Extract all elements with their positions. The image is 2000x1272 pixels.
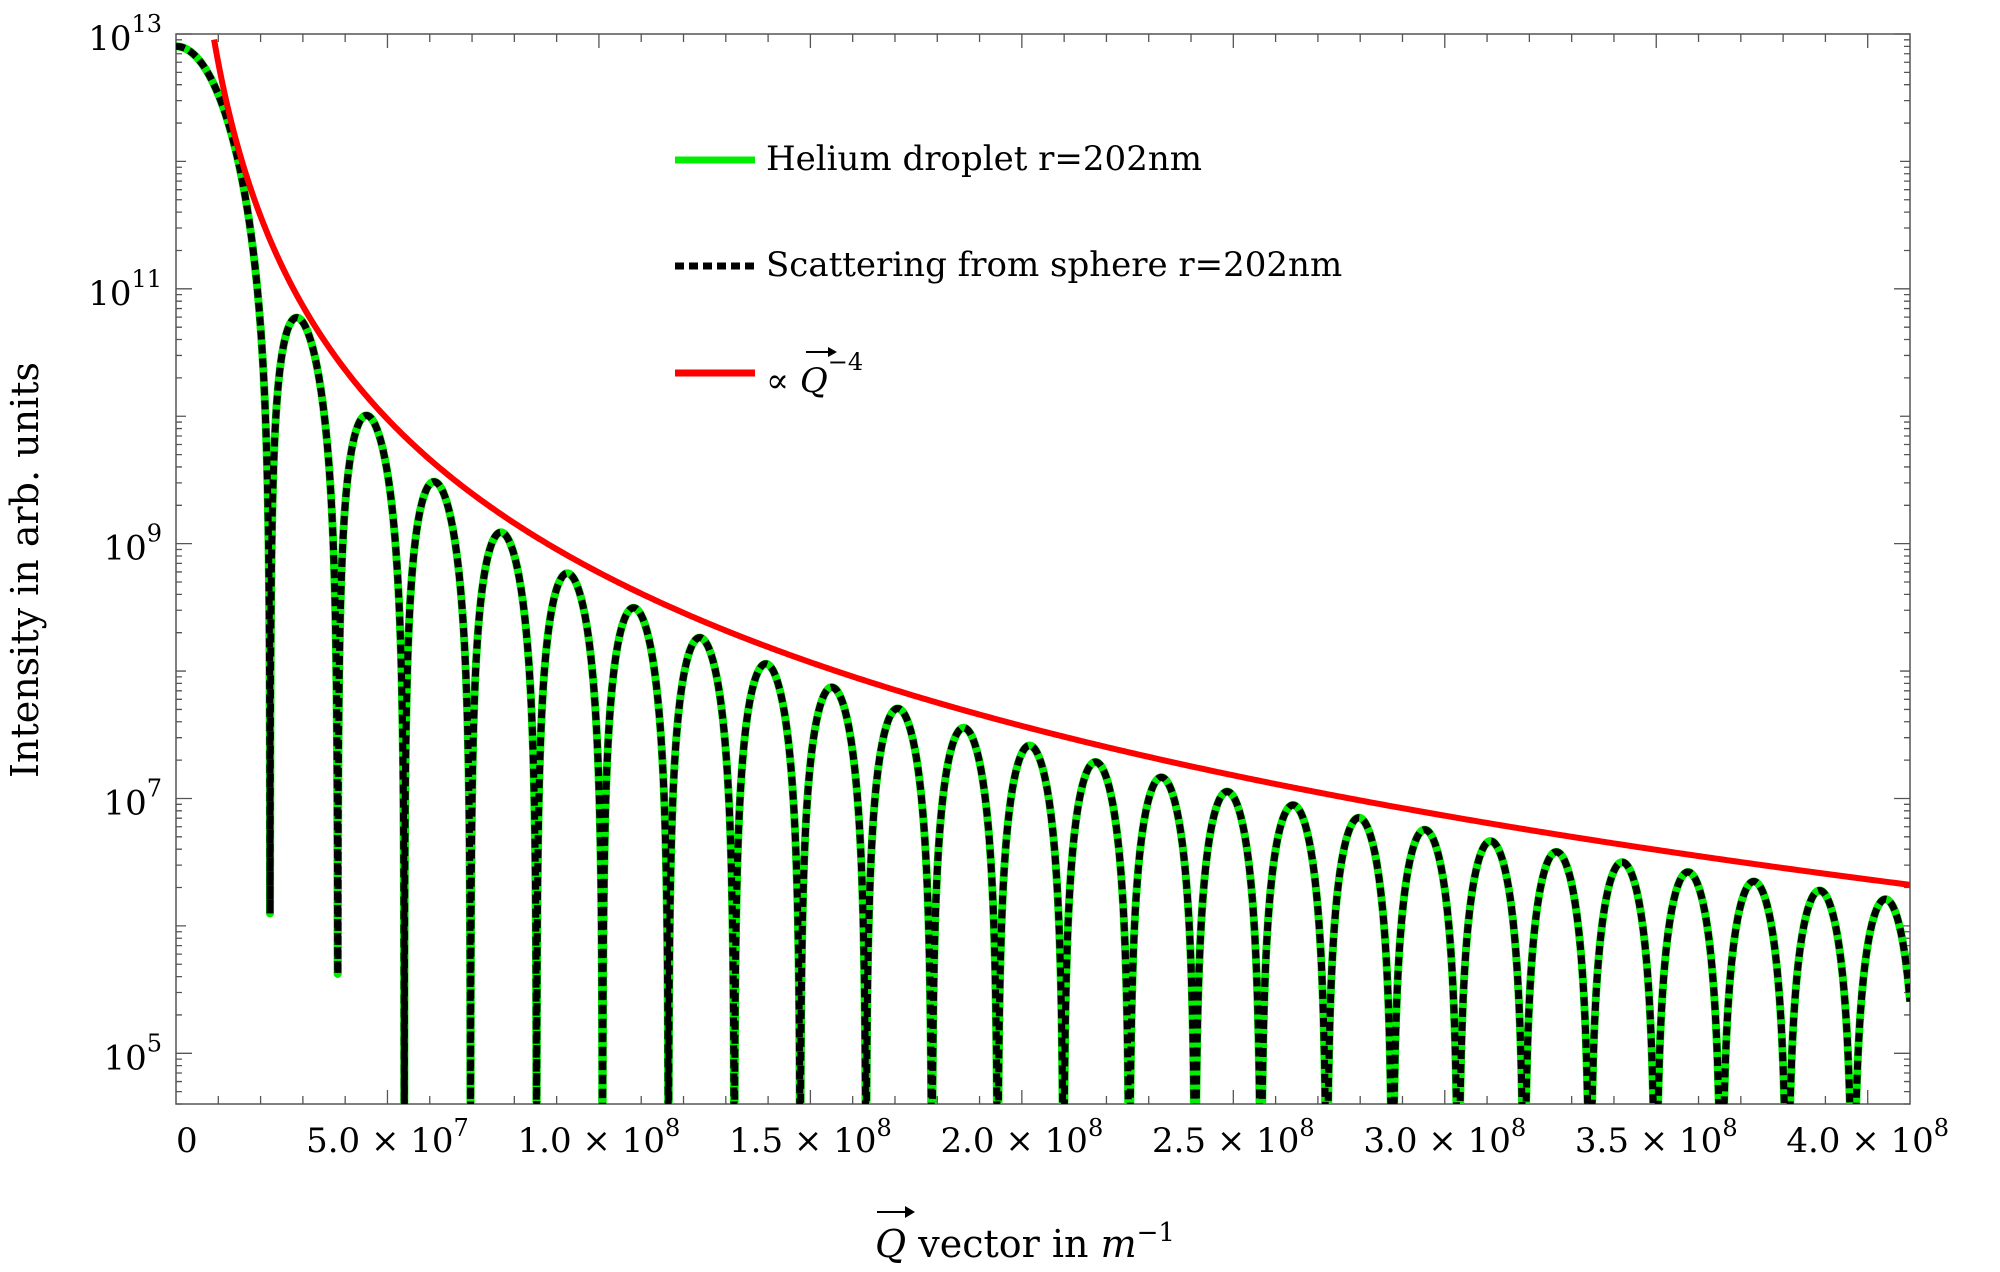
x-axis-unit: m: [1101, 1222, 1137, 1266]
y-tick-label: 105: [103, 1029, 162, 1078]
x-tick-label: 3.5 × 108: [1575, 1114, 1738, 1161]
legend-vector-arrow: [806, 347, 837, 357]
legend-powerlaw-prefix: ∝: [766, 361, 800, 401]
y-tick-label: 1013: [88, 10, 162, 59]
x-axis-vector-arrow: [877, 1206, 915, 1218]
legend-label-powerlaw: ∝ Q−4: [766, 348, 863, 401]
x-axis-unit-exp: −1: [1137, 1218, 1175, 1248]
legend-label-sphere: Scattering from sphere r=202nm: [766, 245, 1342, 285]
x-tick-label: 2.5 × 108: [1152, 1114, 1315, 1161]
x-tick-label: 2.0 × 108: [940, 1114, 1103, 1161]
y-tick-labels: 105 107 109 1011 1013: [88, 10, 162, 1078]
minor-ticks: [176, 33, 1910, 1105]
x-tick-label: 5.0 × 107: [306, 1114, 469, 1161]
x-axis-title: Q vector in m−1: [875, 1206, 1175, 1266]
plot-frame: [175, 33, 1911, 1105]
series-line-2: [211, 39, 1910, 888]
legend: Helium droplet r=202nm Scattering from s…: [675, 139, 1342, 401]
x-tick-label: 1.0 × 108: [518, 1114, 681, 1161]
x-axis-symbol: Q: [875, 1222, 906, 1266]
y-tick-label: 1011: [88, 265, 162, 314]
x-tick-label: 0: [176, 1121, 198, 1161]
y-axis-title: Intensity in arb. units: [3, 362, 47, 778]
y-tick-label: 109: [103, 520, 162, 569]
x-tick-label: 3.0 × 108: [1363, 1114, 1526, 1161]
legend-label-helium: Helium droplet r=202nm: [766, 139, 1202, 179]
y-tick-label: 107: [103, 774, 162, 823]
svg-text:Q vector in m−1: Q vector in m−1: [875, 1218, 1175, 1266]
tick-marks: [176, 33, 1910, 1105]
x-axis-text: vector in: [906, 1222, 1100, 1266]
x-tick-label: 4.0 × 108: [1786, 1114, 1949, 1161]
x-tick-labels: 0 5.0 × 107 1.0 × 108 1.5 × 108 2.0 × 108 2.5…: [176, 1114, 1949, 1161]
series-line-0: [176, 42, 1910, 1104]
legend-powerlaw-symbol: Q: [800, 361, 828, 401]
x-tick-label: 1.5 × 108: [729, 1114, 892, 1161]
curves: [176, 39, 1910, 1104]
